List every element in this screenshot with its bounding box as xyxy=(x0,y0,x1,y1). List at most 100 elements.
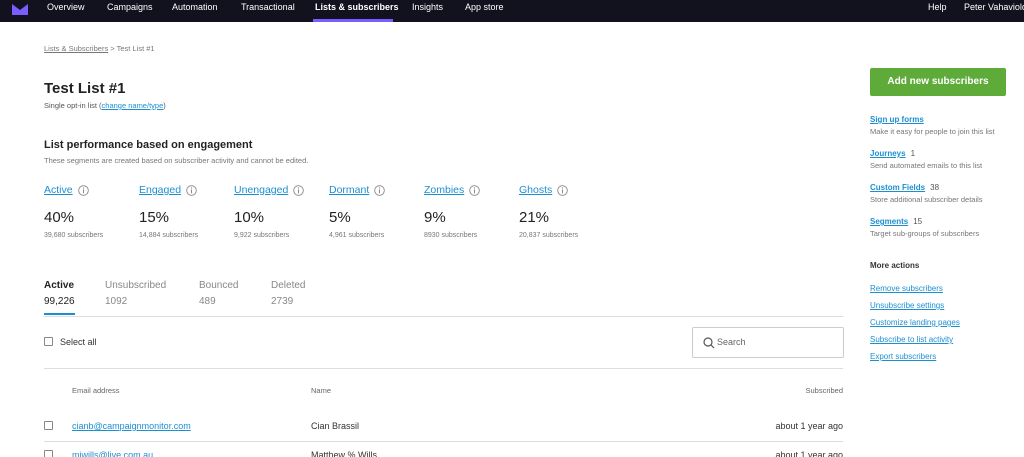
list-title: Test List #1 xyxy=(44,80,126,97)
change-name-link[interactable]: change name/type xyxy=(101,101,164,110)
email-link[interactable]: mjwills@live.com.au xyxy=(72,450,154,457)
top-nav: Overview Campaigns Automation Transactional… xyxy=(0,0,1024,22)
nav-item[interactable]: Automation xyxy=(172,2,218,12)
search-box[interactable]: Search xyxy=(692,327,844,358)
info-icon[interactable] xyxy=(374,185,385,196)
sidebar-description: Make it easy for people to join this lis… xyxy=(870,127,995,136)
segment-percent: 9% xyxy=(424,209,446,226)
sidebar-description: Target sub-groups of subscribers xyxy=(870,229,980,238)
add-subscribers-button[interactable]: Add new subscribers xyxy=(870,68,1006,96)
subtitle-text: ) xyxy=(163,101,166,110)
tab-label[interactable]: Deleted xyxy=(271,280,306,291)
sidebar-link[interactable]: Sign up forms xyxy=(870,115,924,124)
more-action-link[interactable]: Customize landing pages xyxy=(870,318,960,327)
row-checkbox[interactable] xyxy=(44,421,53,430)
subscribed-cell: about 1 year ago xyxy=(775,450,843,457)
segment-percent: 15% xyxy=(139,209,170,226)
segment-link[interactable]: Ghosts xyxy=(519,184,553,196)
sidebar-count: 1 xyxy=(910,149,916,158)
nav-item[interactable]: App store xyxy=(465,2,504,12)
section-title: List performance based on engagement xyxy=(44,139,253,151)
row-checkbox[interactable] xyxy=(44,450,53,457)
subscribed-cell: about 1 year ago xyxy=(775,421,843,431)
more-action-link[interactable]: Export subscribers xyxy=(870,352,937,361)
more-actions-title: More actions xyxy=(870,261,920,270)
logo[interactable] xyxy=(12,2,28,16)
select-all-label: Select all xyxy=(60,337,97,347)
segment-link[interactable]: Dormant xyxy=(329,184,370,196)
info-icon-part xyxy=(82,187,85,189)
sidebar-link-row: Journeys 1 xyxy=(870,149,915,158)
tab-count: 1092 xyxy=(105,296,128,307)
segment-link[interactable]: Active xyxy=(44,184,73,196)
sidebar-link[interactable]: Segments xyxy=(870,217,909,226)
more-action-link[interactable]: Subscribe to list activity xyxy=(870,335,954,344)
info-icon-part xyxy=(374,185,385,196)
info-icon-part xyxy=(561,187,564,189)
nav-item[interactable]: Campaigns xyxy=(107,2,153,12)
active-tab-indicator xyxy=(44,313,75,315)
select-all-checkbox[interactable] xyxy=(44,337,53,346)
tab-label[interactable]: Bounced xyxy=(199,280,239,291)
tabs-divider xyxy=(44,316,843,317)
email-link[interactable]: cianb@campaignmonitor.com xyxy=(72,421,191,431)
segment-count: 20,837 subscribers xyxy=(519,232,579,239)
sidebar-count: 38 xyxy=(930,183,940,192)
info-icon-part xyxy=(378,187,381,189)
segment-link[interactable]: Zombies xyxy=(424,184,465,196)
nav-item[interactable]: Overview xyxy=(47,2,85,12)
more-action-link[interactable]: Remove subscribers xyxy=(870,284,943,293)
column-header: Subscribed xyxy=(805,386,843,395)
nav-item[interactable]: Transactional xyxy=(241,2,295,12)
segment-count: 39,680 subscribers xyxy=(44,232,104,239)
segment-percent: 5% xyxy=(329,209,351,226)
list-subtitle: Single opt-in list (change name/type) xyxy=(44,101,166,110)
segment-count: 9,922 subscribers xyxy=(234,232,290,239)
info-icon[interactable] xyxy=(469,185,480,196)
sidebar-description: Store additional subscriber details xyxy=(870,195,983,204)
info-icon[interactable] xyxy=(186,185,197,196)
sidebar-count: 15 xyxy=(913,217,923,226)
segment-link[interactable]: Unengaged xyxy=(234,184,289,196)
segment-count: 4,961 subscribers xyxy=(329,232,385,239)
table-top-border xyxy=(44,368,843,369)
sidebar-link-row: Sign up forms xyxy=(870,115,924,124)
info-icon-part xyxy=(469,185,480,196)
tab-count: 99,226 xyxy=(44,296,75,307)
segment-link[interactable]: Engaged xyxy=(139,184,182,196)
sidebar-link[interactable]: Journeys xyxy=(870,149,906,158)
tab-label[interactable]: Active xyxy=(44,280,75,291)
tab-label[interactable]: Unsubscribed xyxy=(105,280,167,291)
breadcrumb-separator: > xyxy=(110,44,115,53)
segment-percent: 40% xyxy=(44,209,75,226)
name-cell: Matthew % Wills xyxy=(311,450,378,457)
info-icon-part xyxy=(186,185,197,196)
info-icon-part xyxy=(293,185,304,196)
breadcrumb-link[interactable]: Lists & Subscribers xyxy=(44,44,109,53)
info-icon-part xyxy=(190,187,193,189)
nav-right-item[interactable]: Peter Vahaviolo xyxy=(964,2,1024,12)
info-icon[interactable] xyxy=(78,185,89,196)
segment-count: 14,884 subscribers xyxy=(139,232,199,239)
section-description: These segments are created based on subs… xyxy=(44,156,309,165)
segment-percent: 10% xyxy=(234,209,265,226)
nav-right-item[interactable]: Help xyxy=(928,2,947,12)
nav-item[interactable]: Lists & subscribers xyxy=(315,2,399,12)
breadcrumb: Lists & Subscribers > Test List #1 xyxy=(44,44,155,53)
breadcrumb-current: Test List #1 xyxy=(116,44,155,53)
segment-count: 8930 subscribers xyxy=(424,232,478,239)
active-nav-indicator xyxy=(313,19,393,22)
nav-item[interactable]: Insights xyxy=(412,2,444,12)
sidebar-link-row: Custom Fields 38 xyxy=(870,183,939,192)
info-icon[interactable] xyxy=(557,185,568,196)
column-header: Email address xyxy=(72,386,120,395)
info-icon[interactable] xyxy=(293,185,304,196)
row-divider xyxy=(44,441,843,442)
segment-percent: 21% xyxy=(519,209,550,226)
info-icon-part xyxy=(78,185,89,196)
tab-count: 2739 xyxy=(271,296,294,307)
more-action-link[interactable]: Unsubscribe settings xyxy=(870,301,945,310)
sidebar-link[interactable]: Custom Fields xyxy=(870,183,926,192)
tab-count: 489 xyxy=(199,296,216,307)
